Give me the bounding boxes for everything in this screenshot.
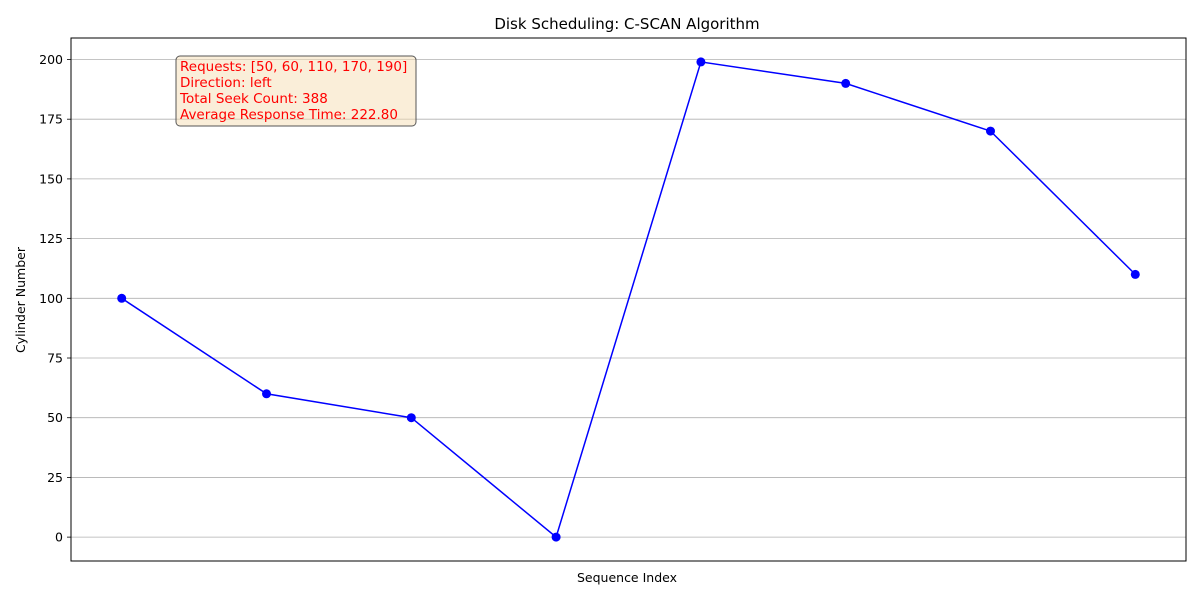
y-tick-label: 25 [47, 470, 63, 485]
stats-annotation: Requests: [50, 60, 110, 170, 190] Direct… [175, 55, 417, 127]
y-tick-label: 0 [55, 530, 63, 545]
y-tick-label: 200 [39, 52, 63, 67]
data-point [696, 57, 706, 67]
plot-area-frame [70, 37, 1187, 562]
annotation-avg-response: Average Response Time: 222.80 [180, 107, 398, 123]
chart-title: Disk Scheduling: C-SCAN Algorithm [494, 15, 759, 33]
data-point [551, 532, 561, 542]
y-tick-label: 175 [39, 112, 63, 127]
annotation-box [175, 55, 417, 127]
y-tick-label: 75 [47, 351, 63, 366]
y-tick-label: 125 [39, 231, 63, 246]
data-point [406, 413, 416, 423]
y-axis-title: Cylinder Number [13, 246, 28, 353]
y-axis-ticks: 0 25 50 75 100 125 150 175 200 [39, 52, 71, 545]
annotation-total-seek: Total Seek Count: 388 [179, 91, 328, 107]
y-tick-label: 100 [39, 291, 63, 306]
data-point [986, 126, 995, 136]
data-point [841, 78, 851, 88]
y-tick-label: 150 [39, 171, 63, 186]
series-line [121, 61, 1136, 539]
annotation-requests: Requests: [50, 60, 110, 170, 190] [180, 59, 407, 75]
y-tick-label: 50 [47, 410, 63, 425]
series-layer [117, 57, 1140, 542]
data-point [117, 293, 127, 303]
x-axis-title: Sequence Index [577, 570, 677, 585]
annotation-direction: Direction: left [180, 75, 272, 91]
data-point [1130, 269, 1140, 279]
data-point [262, 389, 271, 399]
